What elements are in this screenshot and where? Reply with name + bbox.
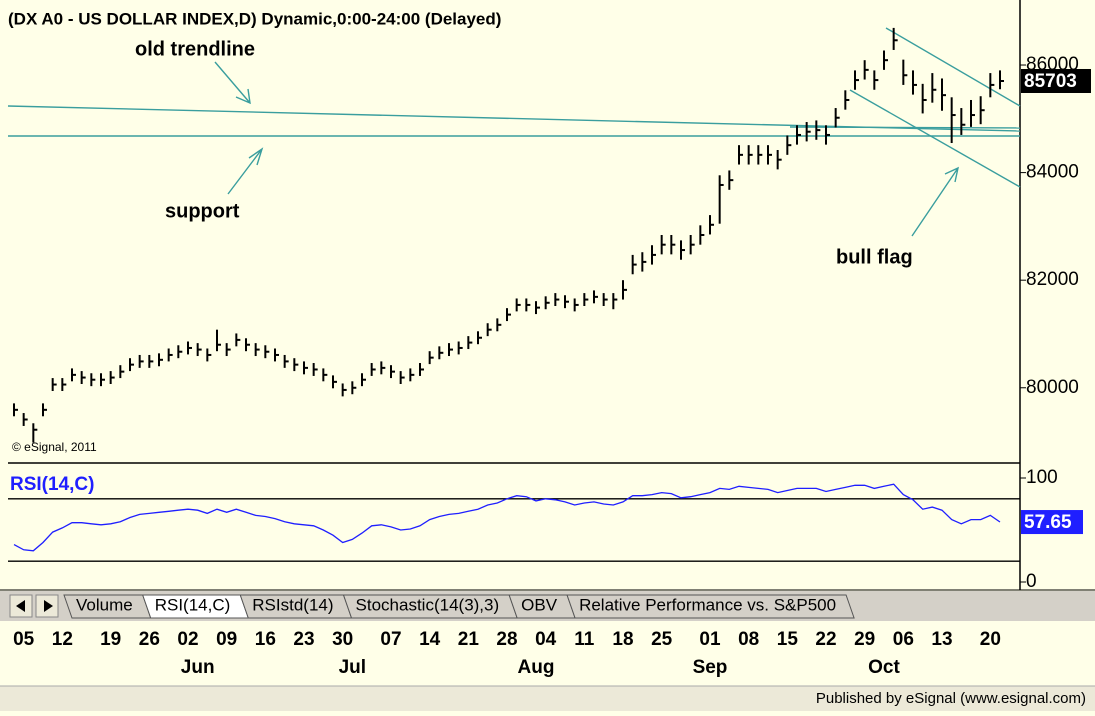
arrow	[214, 61, 251, 105]
rsi-line	[13, 483, 1001, 552]
tab-label: RSIstd(14)	[252, 595, 333, 614]
x-tick-label: 30	[332, 629, 353, 650]
x-tick-label: 16	[255, 629, 276, 650]
month-label: Jun	[181, 657, 215, 678]
arrow	[227, 147, 264, 195]
x-tick-label: 29	[854, 629, 875, 650]
x-tick-label: 22	[815, 629, 836, 650]
x-tick-label: 12	[52, 629, 73, 650]
last-value-label: 57.65	[1024, 512, 1072, 533]
x-tick-label: 14	[419, 629, 441, 650]
x-tick-label: 04	[535, 629, 557, 650]
scroll-right-icon	[44, 600, 53, 612]
annotation: support	[165, 200, 240, 222]
tab-label: Volume	[76, 595, 133, 614]
scroll-left-icon	[16, 600, 25, 612]
trendlines	[7, 27, 1021, 188]
tab-label: Relative Performance vs. S&P500	[579, 595, 836, 614]
y-tick-label: 0	[1026, 571, 1037, 592]
annotation: bull flag	[836, 246, 913, 268]
x-tick-label: 21	[458, 629, 480, 650]
y-tick-label: 100	[1026, 467, 1058, 488]
tabs: Volume RSI(14,C) RSIstd(14) Stochastic(14(3…	[63, 594, 855, 619]
tab-label: OBV	[521, 595, 558, 614]
annotation: old trendline	[135, 38, 255, 60]
month-label: Oct	[868, 657, 900, 678]
flag-lower	[849, 89, 1021, 188]
x-tick-label: 15	[777, 629, 799, 650]
x-tick-label: 02	[177, 629, 198, 650]
x-tick-label: 25	[651, 629, 673, 650]
x-tick-label: 08	[738, 629, 759, 650]
tab-label: RSI(14,C)	[155, 595, 231, 614]
x-tick-label: 28	[496, 629, 517, 650]
arrows	[214, 61, 959, 237]
last-price-box	[1021, 68, 1091, 93]
month-label: Jul	[339, 657, 366, 678]
last-value-box	[1021, 510, 1083, 535]
x-tick-label: 20	[980, 629, 1001, 650]
x-tick-label: 19	[100, 629, 121, 650]
copyright: © eSignal, 2011	[12, 440, 97, 454]
x-tick-label: 23	[293, 629, 314, 650]
month-label: Sep	[693, 657, 728, 678]
x-tick-label: 06	[893, 629, 914, 650]
flag-upper	[885, 27, 1021, 107]
month-label: Aug	[518, 657, 555, 678]
x-tick-label: 18	[612, 629, 633, 650]
y-tick-label: 80000	[1026, 377, 1079, 398]
indicator-name: RSI(14,C)	[10, 474, 94, 495]
x-tick-label: 11	[574, 629, 595, 650]
x-tick-label: 01	[699, 629, 721, 650]
x-tick-label: 05	[13, 629, 35, 650]
x-tick-label: 07	[380, 629, 401, 650]
tab[interactable]	[566, 594, 855, 619]
last-price-label: 85703	[1024, 71, 1077, 92]
y-tick-label: 84000	[1026, 162, 1079, 183]
footer-bar	[0, 686, 1095, 711]
x-tick-label: 09	[216, 629, 237, 650]
y-tick-label: 82000	[1026, 269, 1079, 290]
footer: Published by eSignal (www.esignal.com)	[816, 690, 1086, 707]
x-tick-label: 26	[139, 629, 160, 650]
arrow	[911, 166, 959, 237]
tab-label: Stochastic(14(3),3)	[356, 595, 500, 614]
chart-title: (DX A0 - US DOLLAR INDEX,D) Dynamic,0:00…	[8, 9, 501, 28]
support-line	[789, 126, 1021, 129]
x-tick-label: 13	[931, 629, 952, 650]
